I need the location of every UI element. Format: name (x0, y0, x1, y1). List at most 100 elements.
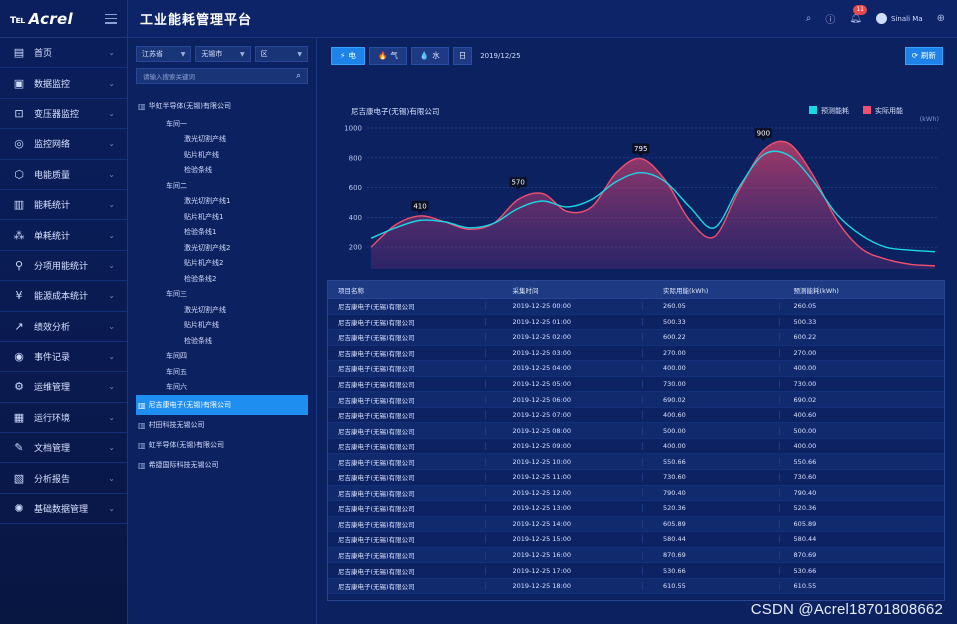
district-select[interactable]: 区 ▼ (254, 46, 309, 62)
sidebar-item-event-log[interactable]: ◉ 事件记录 ⌄ (0, 342, 127, 373)
tree-line[interactable]: 检验条线2 (136, 271, 308, 287)
tree-company[interactable]: ▥ 虹半导体(无锡)有限公司 (136, 435, 308, 455)
tree-node-label: 检验条线1 (184, 228, 217, 237)
table-cell: 尼吉康电子(无锡)有限公司 (338, 520, 415, 529)
table-cell: 400.60 (641, 411, 779, 420)
table-row[interactable]: 尼吉康电子(无锡)有限公司 2019-12-25 17:00 530.66 530.6… (328, 563, 944, 579)
sidebar-item-transformer-monitor[interactable]: ⊡ 变压器监控 ⌄ (0, 99, 127, 130)
tree-company[interactable]: ▥ 村田科技无锡公司 (136, 415, 308, 435)
search-icon[interactable]: ⌕ (295, 71, 301, 81)
user-menu[interactable]: Sinali Ma (876, 13, 923, 24)
table-row[interactable]: 尼吉康电子(无锡)有限公司 2019-12-25 05:00 730.00 730.0… (328, 377, 944, 393)
column-header[interactable]: 项目名称 (338, 286, 364, 295)
chevron-down-icon: ⌄ (108, 412, 115, 422)
tree-node-label: 贴片机产线 (184, 150, 219, 159)
table-cell: 790.40 (778, 488, 944, 497)
search-icon[interactable]: ⌕ (805, 13, 812, 24)
table-cell: 尼吉康电子(无锡)有限公司 (338, 567, 415, 576)
sidebar-item-base-data[interactable]: ✺ 基础数据管理 ⌄ (0, 494, 127, 525)
tree-workshop[interactable]: 车间六 (136, 380, 308, 396)
table-row[interactable]: 尼吉康电子(无锡)有限公司 2019-12-25 10:00 550.66 550.6… (328, 454, 944, 471)
legend-item[interactable]: 预测能耗 (809, 106, 849, 115)
tree-company[interactable]: ▥ 尼吉康电子(无锡)有限公司 (136, 395, 308, 415)
search-input[interactable]: 请输入搜索关键词 ⌕ (136, 68, 308, 84)
city-select[interactable]: 无锡市 ▼ (195, 46, 251, 62)
sidebar-item-home[interactable]: ▤ 首页 ⌄ (0, 38, 127, 69)
table-row[interactable]: 尼吉康电子(无锡)有限公司 2019-12-25 16:00 870.69 870.6… (328, 547, 944, 564)
menu-toggle-icon[interactable] (105, 13, 117, 24)
table-cell: 尼吉康电子(无锡)有限公司 (338, 381, 415, 389)
sidebar-item-sub-item-energy[interactable]: ⚲ 分项用能统计 ⌄ (0, 251, 127, 282)
table-row[interactable]: 尼吉康电子(无锡)有限公司 2019-12-25 07:00 400.60 400.6… (328, 408, 944, 424)
table-cell: 2019-12-25 04:00 (485, 364, 642, 373)
tree-workshop[interactable]: 车间四 (136, 349, 308, 365)
sidebar-item-energy-cost[interactable]: ¥ 能源成本统计 ⌄ (0, 281, 127, 312)
table-cell: 2019-12-25 13:00 (485, 504, 642, 513)
legend-item[interactable]: 实际用能 (863, 106, 903, 115)
tree-line[interactable]: 检验条线 (136, 163, 308, 179)
tree-line[interactable]: 贴片机产线 (136, 147, 308, 163)
tree-line[interactable]: 激光切割产线 (136, 302, 308, 318)
chart-title: 尼吉康电子(无锡)有限公司 (351, 106, 439, 116)
sidebar-item-reports[interactable]: ▧ 分析报告 ⌄ (0, 463, 127, 494)
sidebar-item-unit-consumption[interactable]: ⁂ 单耗统计 ⌄ (0, 220, 127, 251)
sidebar-item-environment[interactable]: ▦ 运行环境 ⌄ (0, 403, 127, 434)
table-row[interactable]: 尼吉康电子(无锡)有限公司 2019-12-25 03:00 270.00 270.0… (328, 346, 944, 362)
tab-electric[interactable]: ⚡ 电 (331, 46, 365, 65)
column-header[interactable]: 采集时间 (485, 281, 642, 298)
table-row[interactable]: 尼吉康电子(无锡)有限公司 2019-12-25 12:00 790.40 790.4… (328, 485, 944, 502)
tree-workshop[interactable]: 车间三 (136, 287, 308, 303)
sidebar-item-energy-stats[interactable]: ▥ 能耗统计 ⌄ (0, 190, 127, 221)
tree-node-label: 检验条线 (184, 166, 212, 175)
tab-gas[interactable]: 🔥 气 (369, 46, 407, 65)
tree-line[interactable]: 激光切割产线2 (136, 240, 308, 256)
help-icon[interactable]: ⓘ (825, 15, 836, 26)
watermark: CSDN @Acrel18701808662 (750, 601, 943, 618)
tree-line[interactable]: 检验条线1 (136, 225, 308, 241)
sidebar-item-data-monitor[interactable]: ▣ 数据监控 ⌄ (0, 68, 127, 99)
tree-line[interactable]: 激光切割产线1 (136, 194, 308, 210)
reports-icon: ▧ (13, 471, 25, 485)
province-select[interactable]: 江苏省 ▼ (136, 46, 192, 62)
refresh-button[interactable]: ⟳ 刷新 (904, 46, 943, 65)
table-row[interactable]: 尼吉康电子(无锡)有限公司 2019-12-25 08:00 500.00 500.0… (328, 423, 944, 439)
tab-water[interactable]: 💧 水 (410, 46, 449, 65)
tree-line[interactable]: 贴片机产线1 (136, 209, 308, 225)
peak-label: 570 (509, 177, 527, 191)
table-row[interactable]: 尼吉康电子(无锡)有限公司 2019-12-25 02:00 600.22 600.2… (328, 330, 944, 346)
sidebar-item-performance[interactable]: ↗ 绩效分析 ⌄ (0, 312, 127, 342)
table-row[interactable]: 尼吉康电子(无锡)有限公司 2019-12-25 11:00 730.60 730.6… (328, 470, 944, 486)
sidebar-item-monitor-network[interactable]: ◎ 监控网络 ⌄ (0, 129, 127, 160)
table-row[interactable]: 尼吉康电子(无锡)有限公司 2019-12-25 06:00 690.02 690.0… (328, 392, 944, 408)
column-header[interactable]: 实际用能(kWh) (641, 281, 779, 298)
column-header[interactable]: 预测能耗(kWh) (778, 281, 944, 298)
tree-company[interactable]: ▥ 华虹半导体(无锡)有限公司 (136, 96, 308, 116)
table-row[interactable]: 尼吉康电子(无锡)有限公司 2019-12-25 15:00 580.44 580.4… (328, 532, 944, 548)
table-row[interactable]: 尼吉康电子(无锡)有限公司 2019-12-25 09:00 400.00 400.0… (328, 439, 944, 455)
bell-icon[interactable]: 🔔︎ 11 (849, 5, 867, 24)
globe-icon[interactable]: ⊕ (936, 13, 945, 24)
sidebar-item-om-management[interactable]: ⚙ 运维管理 ⌄ (0, 372, 127, 403)
tree-line[interactable]: 贴片机产线 (136, 318, 308, 334)
chevron-down-icon: ⌄ (108, 108, 115, 118)
tree-workshop[interactable]: 车间一 (136, 116, 308, 132)
sidebar-item-power-quality[interactable]: ⬡ 电能质量 ⌄ (0, 160, 127, 190)
table-row[interactable]: 尼吉康电子(无锡)有限公司 2019-12-25 01:00 500.33 500.3… (328, 315, 944, 331)
day-button[interactable]: 日 (452, 46, 473, 65)
sidebar-item-documents[interactable]: ✎ 文档管理 ⌄ (0, 433, 127, 464)
table-row[interactable]: 尼吉康电子(无锡)有限公司 2019-12-25 04:00 400.00 400.0… (328, 361, 944, 377)
tree-line[interactable]: 激光切割产线 (136, 132, 308, 148)
brand-logo[interactable]: ℡ Acrel (10, 10, 73, 28)
tree-company[interactable]: ▥ 希捷国际科技无锡公司 (136, 455, 308, 475)
tree-workshop[interactable]: 车间五 (136, 364, 308, 380)
tree-line[interactable]: 检验条线 (136, 333, 308, 349)
date-picker[interactable]: 2019/12/25 (480, 51, 521, 60)
table-row[interactable]: 尼吉康电子(无锡)有限公司 2019-12-25 13:00 520.36 520.3… (328, 501, 944, 517)
tree-line[interactable]: 贴片机产线2 (136, 256, 308, 272)
table-row[interactable]: 尼吉康电子(无锡)有限公司 2019-12-25 14:00 605.89 605.8… (328, 516, 944, 533)
energy-tabs: ⚡ 电 🔥 气 💧 水 (331, 46, 449, 65)
tree-workshop[interactable]: 车间二 (136, 178, 308, 194)
table-cell: 500.00 (641, 426, 779, 435)
table-row[interactable]: 尼吉康电子(无锡)有限公司 2019-12-25 00:00 260.05 260.0… (328, 299, 944, 315)
table-row[interactable]: 尼吉康电子(无锡)有限公司 2019-12-25 18:00 610.55 610.5… (328, 578, 944, 595)
